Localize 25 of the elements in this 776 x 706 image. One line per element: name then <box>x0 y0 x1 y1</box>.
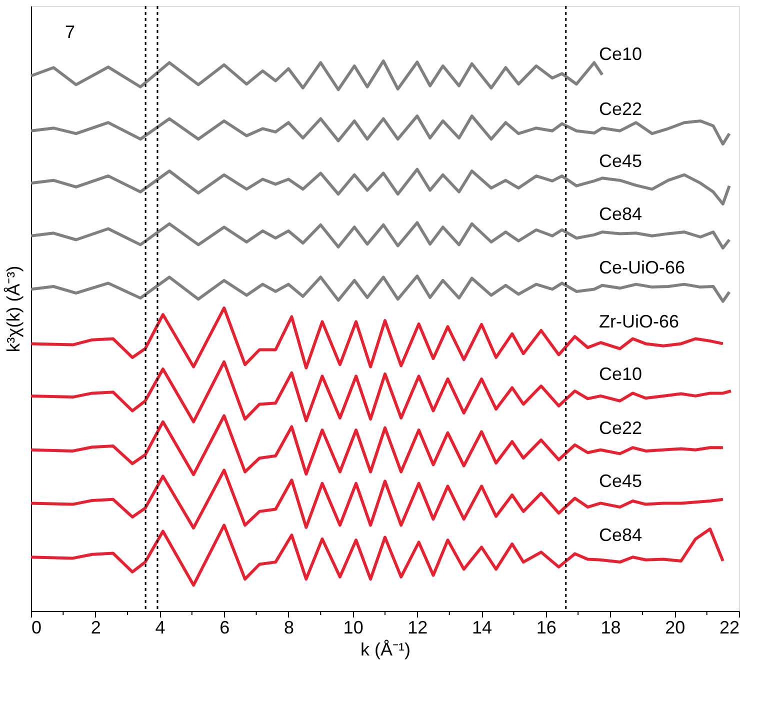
series-label: Ce84 <box>599 525 642 546</box>
series-label: Ce10 <box>599 364 642 384</box>
x-tick-label: 16 <box>536 618 556 638</box>
x-tick-label: 4 <box>155 618 166 638</box>
x-tick-label: 10 <box>343 618 364 638</box>
series-label: Ce45 <box>599 151 642 172</box>
series-label: Ce22 <box>599 418 642 438</box>
series-label: Zr-UiO-66 <box>599 312 679 332</box>
x-tick-label: 8 <box>284 618 294 638</box>
x-tick-label: 12 <box>408 618 428 638</box>
x-tick-label: 22 <box>719 618 740 638</box>
x-tick-label: 0 <box>32 618 42 638</box>
x-tick-label: 6 <box>220 618 230 638</box>
series-label: Ce45 <box>599 471 642 492</box>
x-tick-label: 18 <box>600 618 621 638</box>
x-tick-label: 20 <box>665 618 686 638</box>
series-label: Ce10 <box>599 44 642 64</box>
x-tick-label: 2 <box>90 618 101 638</box>
series-label: Ce84 <box>599 204 642 224</box>
text: 7 <box>65 22 76 42</box>
x-tick-label: 14 <box>472 618 492 638</box>
x-axis-title: k (Å⁻¹) <box>360 640 410 660</box>
series-label: Ce-UiO-66 <box>599 257 686 278</box>
y-axis-title: k³χ(k) (Å⁻³) <box>4 266 24 352</box>
series-label: Ce22 <box>599 98 642 119</box>
